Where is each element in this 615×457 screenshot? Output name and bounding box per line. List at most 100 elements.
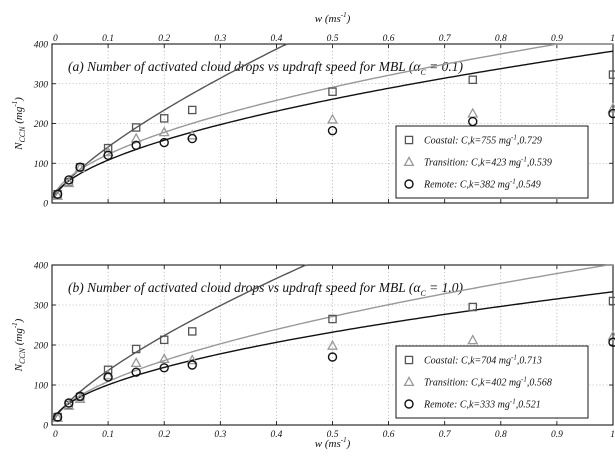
- data-point-remote: [608, 337, 615, 347]
- data-point-remote: [103, 372, 113, 382]
- data-point-transition: [467, 334, 479, 345]
- y-axis-title: NCCN (mg-1): [11, 318, 27, 372]
- data-point-remote: [468, 116, 478, 127]
- data-point-remote: [131, 367, 141, 377]
- data-point-remote: [159, 137, 169, 148]
- legend-marker-coastal: [404, 355, 414, 365]
- legend-entry-remote: Remote: C,k=333 mg-1,0.521: [423, 398, 541, 411]
- data-point-remote: [103, 150, 113, 161]
- data-point-coastal: [187, 105, 197, 115]
- data-point-remote: [327, 352, 338, 362]
- data-point-transition: [102, 369, 114, 380]
- y-tick-label: 100: [34, 382, 49, 392]
- legend-marker-transition: [403, 156, 415, 167]
- y-tick-label: 300: [33, 302, 49, 312]
- fit-curve-transition: [52, 264, 613, 421]
- x-tick-label: 0.8: [495, 430, 507, 440]
- x-axis-title: w (ms-1): [315, 11, 351, 25]
- legend-marker-transition: [403, 376, 415, 387]
- data-point-remote: [75, 162, 85, 172]
- data-point-transition: [607, 330, 615, 341]
- data-point-transition: [158, 353, 170, 364]
- legend-marker-coastal: [404, 135, 414, 145]
- panel-a: 0 100 200 300 400 0 0.1 0.2 0.3 0.4 0.5 0.6 0.7 0.8 0.…: [11, 11, 615, 210]
- x-tick-label: 0.2: [158, 430, 170, 440]
- data-point-coastal: [159, 114, 169, 123]
- y-axis-title: NCCN (mg-1): [11, 97, 27, 151]
- legend-entry-coastal: Coastal: C,k=755 mg-1,0.729: [424, 134, 542, 147]
- y-tick-label: 0: [43, 200, 48, 210]
- data-point-coastal: [159, 335, 169, 345]
- legend-entry-remote: Remote: C,k=382 mg-1,0.549: [423, 178, 541, 191]
- x-tick-label: 0.1: [102, 34, 114, 44]
- x-tick-label: 0.9: [551, 34, 563, 44]
- fit-curve-coastal: [52, 264, 613, 423]
- x-tick-label: 0.4: [270, 34, 282, 44]
- y-tick-label: 0: [43, 422, 48, 432]
- data-point-coastal: [608, 70, 615, 79]
- y-tick-label: 400: [34, 41, 49, 51]
- legend-marker-remote: [404, 399, 414, 409]
- fit-curve-remote: [52, 291, 614, 421]
- data-point-transition: [63, 177, 75, 188]
- data-point-coastal: [131, 344, 141, 354]
- y-tick-label: 200: [34, 120, 49, 130]
- data-point-coastal: [468, 75, 477, 85]
- data-point-remote: [131, 140, 141, 151]
- x-tick-label: 1: [610, 430, 615, 440]
- data-point-coastal: [187, 327, 197, 336]
- data-point-remote: [52, 189, 63, 199]
- panel-b: 0 100 200 300 400 0 0.1 0.2 0.3 0.4 0.5 0.6 0.7 0.8 0.…: [11, 262, 615, 450]
- x-tick-label: 0.5: [327, 430, 339, 440]
- data-point-transition: [186, 354, 198, 365]
- data-point-transition: [63, 399, 75, 410]
- data-point-remote: [159, 363, 169, 373]
- data-point-coastal: [328, 314, 337, 324]
- x-tick-label: 0.8: [495, 34, 507, 44]
- x-tick-label: 0.7: [439, 34, 452, 44]
- x-axis-title: w (ms-1): [315, 436, 351, 450]
- data-point-coastal: [131, 123, 141, 132]
- x-tick-label: 0.9: [551, 430, 563, 440]
- data-point-remote: [327, 125, 338, 136]
- data-point-remote: [64, 175, 74, 185]
- data-point-transition: [158, 126, 170, 137]
- legend-box: [395, 345, 589, 419]
- data-point-coastal: [468, 302, 477, 312]
- x-tick-label: 0.1: [102, 430, 114, 440]
- x-tick-label: 0.4: [270, 430, 282, 440]
- panel-title: (b) Number of activated cloud drops vs u…: [68, 280, 464, 298]
- data-point-remote: [64, 398, 74, 408]
- data-point-transition: [52, 189, 64, 200]
- x-tick-label: 0: [53, 430, 58, 440]
- data-point-remote: [187, 133, 197, 144]
- x-tick-label: 1: [610, 34, 615, 44]
- x-tick-label: 0.6: [383, 34, 395, 44]
- x-tick-label: 0: [53, 34, 58, 44]
- legend-entry-transition: Transition: C,k=402 mg-1,0.568: [424, 376, 552, 389]
- legend-entry-transition: Transition: C,k=423 mg-1,0.539: [424, 156, 552, 169]
- y-tick-label: 100: [34, 160, 49, 170]
- data-point-transition: [74, 393, 86, 404]
- data-point-remote: [75, 391, 85, 401]
- x-tick-label: 0.6: [383, 430, 395, 440]
- x-tick-label: 0.5: [327, 34, 339, 44]
- y-tick-label: 200: [34, 342, 49, 352]
- data-point-remote: [187, 360, 197, 370]
- fit-curve-coastal: [52, 43, 613, 201]
- panel-title: (a) Number of activated cloud drops vs u…: [68, 59, 464, 77]
- legend-box: [395, 125, 589, 199]
- x-tick-label: 0.3: [214, 34, 226, 44]
- data-point-transition: [327, 339, 338, 350]
- fit-curve-remote: [52, 50, 614, 199]
- data-point-coastal: [608, 296, 615, 306]
- data-point-remote: [608, 108, 615, 119]
- legend-entry-coastal: Coastal: C,k=704 mg-1,0.713: [424, 354, 542, 367]
- data-point-remote: [52, 412, 63, 422]
- y-tick-label: 300: [33, 80, 49, 90]
- x-tick-label: 0.2: [158, 34, 170, 44]
- data-point-transition: [467, 107, 479, 118]
- data-point-transition: [130, 357, 142, 368]
- x-tick-label: 0.3: [214, 430, 226, 440]
